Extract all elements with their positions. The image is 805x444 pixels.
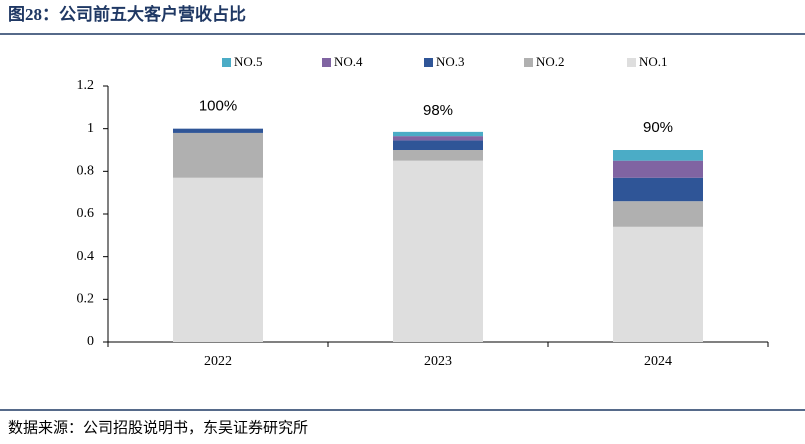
- bar-segment: [173, 132, 263, 178]
- y-tick-label: 0.4: [77, 249, 95, 264]
- bar-segment: [173, 128, 263, 133]
- bar-segment: [173, 177, 263, 342]
- bar-segment: [613, 150, 703, 161]
- bar-segment: [613, 177, 703, 202]
- total-label: 100%: [199, 98, 237, 115]
- chart-title: 图28：公司前五大客户营收占比: [8, 4, 246, 24]
- legend-label: NO.3: [436, 54, 465, 69]
- x-tick-label: 2024: [644, 354, 672, 369]
- bar-segment: [393, 160, 483, 342]
- legend-swatch: [424, 58, 433, 67]
- y-tick-label: 0: [87, 334, 94, 349]
- bar-segment: [613, 226, 703, 342]
- x-tick-label: 2023: [424, 354, 452, 369]
- y-tick-label: 0.8: [77, 164, 95, 179]
- legend-swatch: [627, 58, 636, 67]
- source: 数据来源：公司招股说明书，东吴证券研究所: [8, 419, 308, 436]
- legend-label: NO.1: [639, 54, 668, 69]
- y-tick-label: 1: [87, 121, 94, 136]
- legend-swatch: [524, 58, 533, 67]
- legend-label: NO.4: [334, 54, 363, 69]
- y-tick-label: 0.2: [77, 292, 95, 307]
- legend-swatch: [322, 58, 331, 67]
- y-tick-label: 0.6: [77, 206, 95, 221]
- x-tick-label: 2022: [204, 354, 232, 369]
- bar-segment: [393, 136, 483, 141]
- total-label: 90%: [643, 119, 673, 136]
- legend-label: NO.2: [536, 54, 565, 69]
- bar-segment: [613, 201, 703, 227]
- bar-segment: [393, 140, 483, 150]
- legend-swatch: [222, 58, 231, 67]
- total-label: 98%: [423, 102, 453, 119]
- bar-segment: [613, 160, 703, 178]
- bar-segment: [393, 131, 483, 137]
- bar-segment: [393, 150, 483, 161]
- legend-label: NO.5: [234, 54, 263, 69]
- y-tick-label: 1.2: [77, 78, 95, 93]
